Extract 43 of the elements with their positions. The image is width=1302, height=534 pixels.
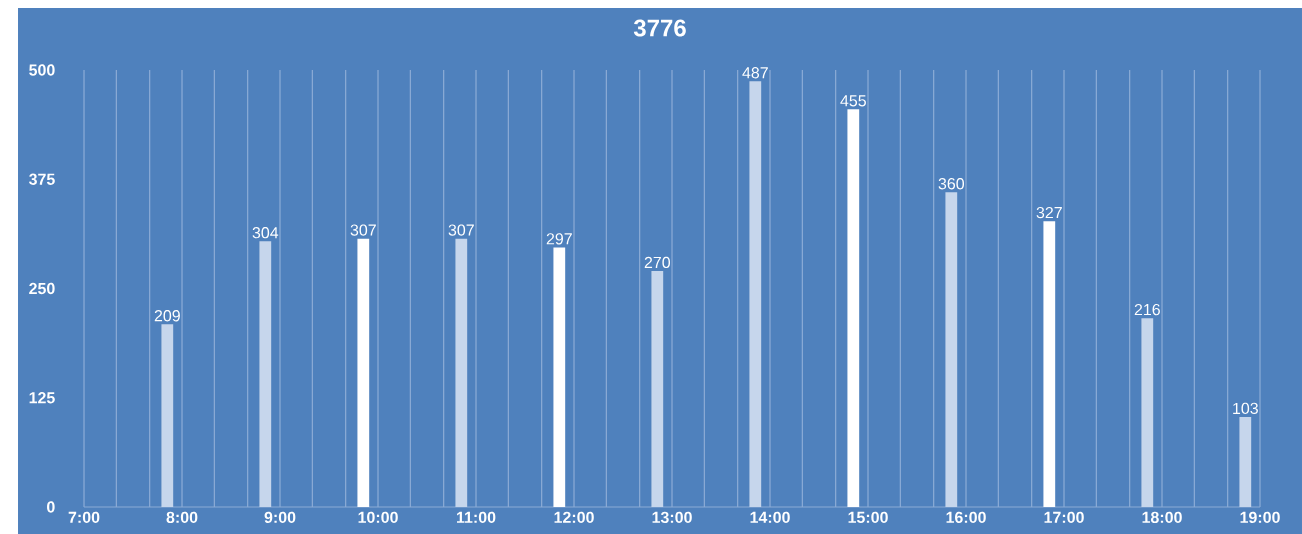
data-label: 360 bbox=[938, 178, 965, 190]
x-tick-label: 16:00 bbox=[946, 511, 986, 524]
x-tick-label: 8:00 bbox=[166, 511, 198, 524]
data-label: 455 bbox=[840, 95, 866, 107]
bar bbox=[1043, 221, 1056, 507]
x-tick-label: 12:00 bbox=[554, 511, 594, 524]
bar bbox=[749, 81, 762, 507]
x-tick-label: 9:00 bbox=[264, 511, 296, 524]
data-label: 216 bbox=[1134, 303, 1160, 316]
x-tick-label: 11:00 bbox=[456, 511, 496, 524]
bar bbox=[651, 271, 664, 507]
data-label: 487 bbox=[742, 67, 768, 79]
bar bbox=[847, 109, 860, 507]
chart-title: 3776 bbox=[633, 19, 686, 37]
x-tick-label: 7:00 bbox=[68, 511, 100, 524]
data-label: 307 bbox=[448, 224, 474, 236]
x-tick-label: 15:00 bbox=[848, 511, 888, 524]
data-label: 297 bbox=[546, 233, 572, 245]
data-label: 304 bbox=[252, 227, 279, 239]
bar bbox=[1239, 416, 1252, 507]
x-tick-label: 18:00 bbox=[1142, 511, 1182, 524]
x-tick-label: 14:00 bbox=[750, 511, 790, 524]
data-label: 103 bbox=[1233, 402, 1258, 415]
data-label: 209 bbox=[154, 310, 180, 322]
bar bbox=[1141, 318, 1154, 507]
bar bbox=[553, 247, 566, 507]
x-tick-label: 10:00 bbox=[358, 511, 398, 524]
data-label: 270 bbox=[644, 256, 671, 269]
x-tick-label: 17:00 bbox=[1044, 511, 1084, 524]
bar bbox=[161, 324, 174, 507]
x-tick-label: 19:00 bbox=[1240, 511, 1280, 524]
y-tick-label: 125 bbox=[29, 392, 55, 404]
data-label: 327 bbox=[1036, 206, 1062, 219]
bar bbox=[357, 238, 370, 507]
x-tick-label: 13:00 bbox=[652, 511, 692, 524]
data-label: 307 bbox=[350, 224, 376, 236]
y-tick-label: 0 bbox=[47, 501, 55, 513]
y-tick-label: 500 bbox=[29, 64, 55, 76]
bar bbox=[455, 238, 468, 507]
bar bbox=[945, 192, 958, 507]
bar bbox=[259, 241, 272, 507]
y-tick-label: 250 bbox=[29, 282, 55, 295]
y-tick-label: 375 bbox=[28, 173, 55, 185]
